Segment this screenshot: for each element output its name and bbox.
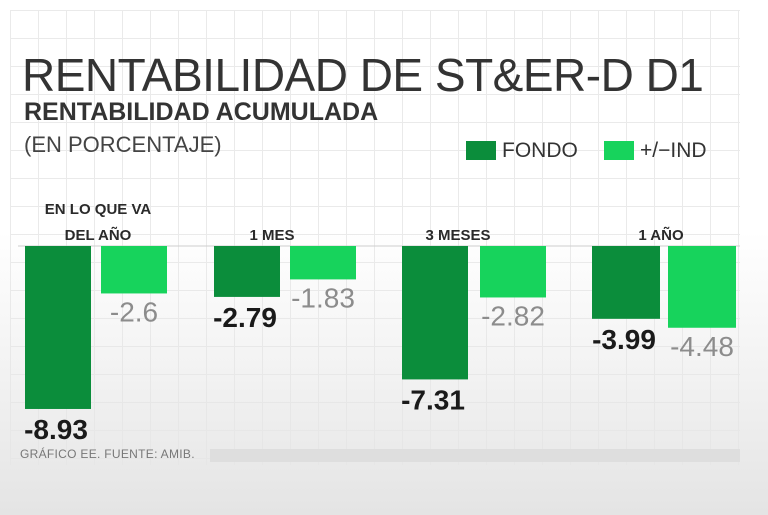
bar-fondo-1-a-o xyxy=(592,246,660,319)
category-label-3: 3 MESES xyxy=(425,227,490,244)
category-label-2: 1 MES xyxy=(249,227,294,244)
value-label-ind-3-meses: -2.82 xyxy=(481,300,545,331)
value-label-ind-en-lo-que-va-del-a-o: -2.6 xyxy=(110,296,158,327)
source-divider xyxy=(210,449,740,462)
legend-label-fondo: FONDO xyxy=(502,139,578,162)
bar-fondo-en-lo-que-va-del-a-o xyxy=(25,246,91,409)
legend-label-ind: +/−IND xyxy=(640,139,707,162)
legend-swatch-ind xyxy=(604,141,634,160)
category-label-1-line-1: EN LO QUE VA xyxy=(45,201,152,218)
bar-ind-3-meses xyxy=(480,246,546,298)
source-note: GRÁFICO EE. FUENTE: AMIB. xyxy=(20,447,195,461)
bar-ind-en-lo-que-va-del-a-o xyxy=(101,246,167,294)
bar-fondo-1-mes xyxy=(214,246,280,297)
units-label: (EN PORCENTAJE) xyxy=(24,132,222,157)
value-label-ind-1-mes: -1.83 xyxy=(291,282,355,313)
legend-item-ind: +/−IND xyxy=(604,140,707,161)
category-label-1-line-2: DEL AÑO xyxy=(65,226,132,244)
legend-item-fondo: FONDO xyxy=(466,140,578,161)
value-label-fondo-1-a-o: -3.99 xyxy=(592,324,656,355)
bar-ind-1-mes xyxy=(290,246,356,280)
value-label-fondo-1-mes: -2.79 xyxy=(213,302,277,333)
category-label-4: 1 AÑO xyxy=(638,226,684,244)
chart-subtitle: RENTABILIDAD ACUMULADA xyxy=(24,98,379,126)
value-label-fondo-3-meses: -7.31 xyxy=(401,384,465,415)
bar-ind-1-a-o xyxy=(668,246,736,328)
value-label-ind-1-a-o: -4.48 xyxy=(670,331,734,362)
chart-title: RENTABILIDAD DE ST&ER-D D1 xyxy=(22,49,704,101)
bar-fondo-3-meses xyxy=(402,246,468,380)
legend-swatch-fondo xyxy=(466,141,496,160)
value-label-fondo-en-lo-que-va-del-a-o: -8.93 xyxy=(24,414,88,445)
background-grid xyxy=(10,10,740,465)
